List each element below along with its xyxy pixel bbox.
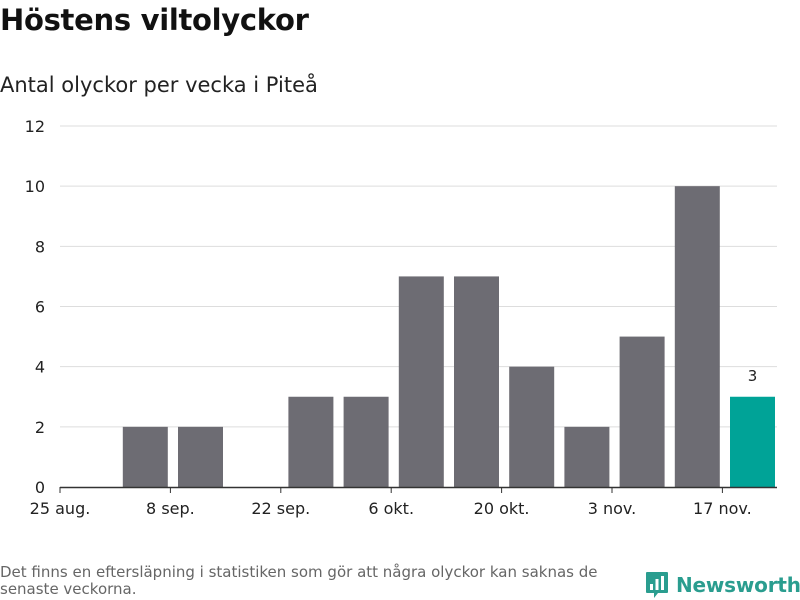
chart-title: Höstens viltolyckor <box>0 3 309 37</box>
y-tick-label: 8 <box>35 237 45 256</box>
x-tick-label: 17 nov. <box>693 499 752 518</box>
y-tick-label: 0 <box>35 478 45 497</box>
brand-name: Newsworthy <box>676 573 800 597</box>
x-tick-label: 20 okt. <box>474 499 530 518</box>
bar <box>398 276 444 487</box>
bar <box>343 396 389 487</box>
chart-subtitle: Antal olyckor per vecka i Piteå <box>0 73 318 97</box>
bar <box>564 426 610 487</box>
brand: Newsworthy <box>645 571 800 599</box>
y-tick-label: 10 <box>25 177 45 196</box>
bar <box>178 426 223 487</box>
bar-highlight <box>730 396 775 487</box>
footnote: Det finns en eftersläpning i statistiken… <box>0 563 598 598</box>
bar-chart: 0 2 4 6 8 10 12 3 25 aug. 8 sep. 22 sep. 6 okt. 20 o… <box>25 117 777 518</box>
x-tick-label: 22 sep. <box>251 499 310 518</box>
y-tick-label: 2 <box>35 418 45 437</box>
x-tick-label: 25 aug. <box>30 499 91 518</box>
y-tick-label: 4 <box>35 358 45 377</box>
data-label: 3 <box>748 367 758 385</box>
bar <box>509 366 555 487</box>
bar <box>288 396 334 487</box>
y-tick-label: 12 <box>25 117 45 136</box>
x-tick-label: 6 okt. <box>368 499 414 518</box>
newsworthy-logo-icon <box>646 572 668 598</box>
bar <box>454 276 499 487</box>
bar <box>122 426 168 487</box>
bar <box>619 336 665 487</box>
y-tick-label: 6 <box>35 298 45 317</box>
x-tick-label: 8 sep. <box>146 499 195 518</box>
x-tick-label: 3 nov. <box>588 499 637 518</box>
bar <box>674 186 720 487</box>
